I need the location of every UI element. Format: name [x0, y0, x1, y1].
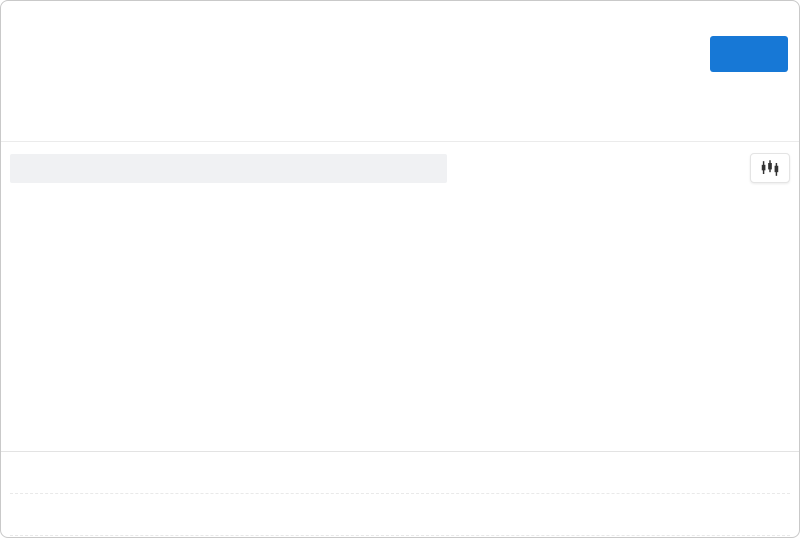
- stats-panel: [1, 452, 799, 536]
- stat-high: [274, 464, 540, 482]
- range-5m[interactable]: [59, 154, 108, 183]
- range-1w[interactable]: [350, 154, 399, 183]
- stat-52w-high: [540, 464, 790, 482]
- price-chart[interactable]: [1, 191, 799, 452]
- range-30m[interactable]: [156, 154, 205, 183]
- status-row: [10, 81, 14, 96]
- range-4h[interactable]: [253, 154, 302, 183]
- candlestick-icon: [759, 159, 781, 177]
- price-row: [10, 34, 36, 38]
- range-1h[interactable]: [204, 154, 253, 183]
- stat-open: [10, 506, 274, 524]
- stat-52w-low: [540, 506, 790, 524]
- range-1m[interactable]: [10, 154, 59, 183]
- range-1m2[interactable]: [399, 154, 448, 183]
- range-15m[interactable]: [107, 154, 156, 183]
- stats-row-2: [10, 494, 790, 536]
- chart-style-button[interactable]: [750, 153, 790, 183]
- stats-row-1: [10, 452, 790, 494]
- range-1d[interactable]: [301, 154, 350, 183]
- tab-bar: [1, 112, 799, 142]
- add-watchlist-button[interactable]: [710, 36, 788, 72]
- range-selector: [10, 154, 447, 183]
- stat-prev-close: [10, 464, 274, 482]
- stat-low: [274, 506, 540, 524]
